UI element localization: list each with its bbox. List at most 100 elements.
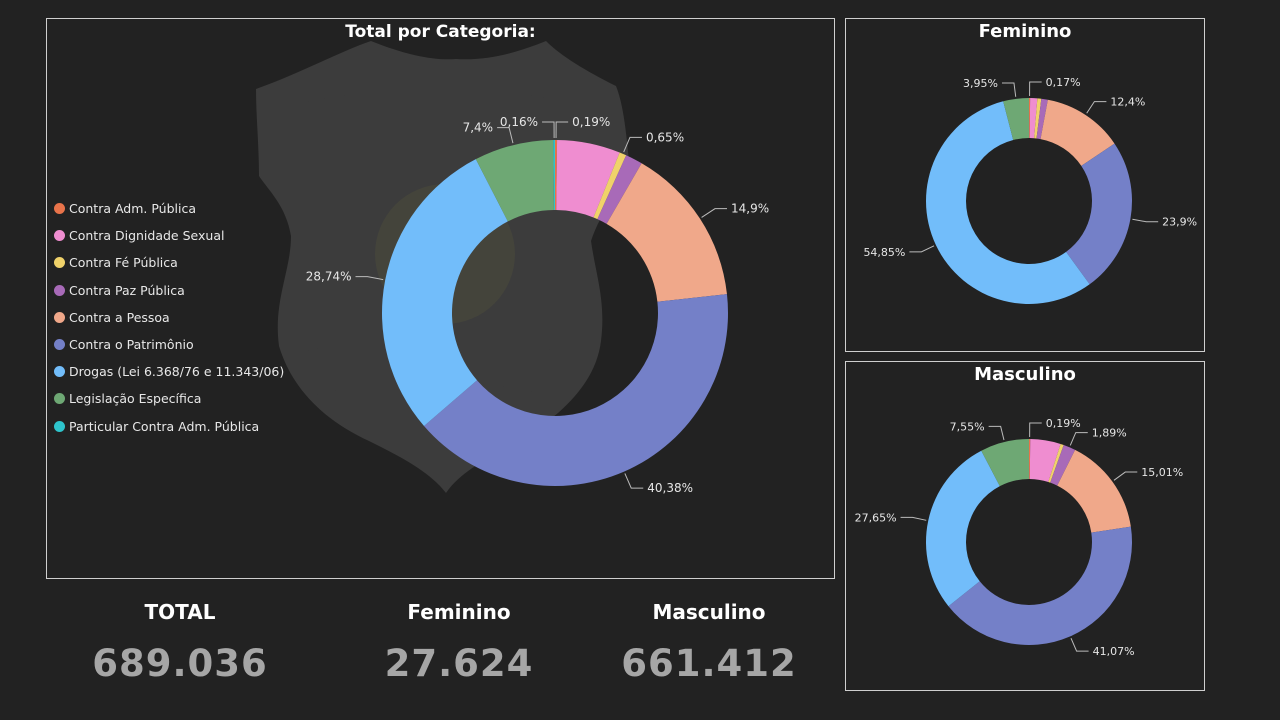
legend-label: Contra a Pessoa (69, 309, 170, 325)
legend-marker (54, 230, 65, 242)
data-label: 41,07% (1093, 645, 1135, 658)
data-label: 12,4% (1110, 96, 1145, 109)
donut-slice[interactable] (1048, 443, 1064, 483)
legend-label: Contra o Patrimônio (69, 337, 194, 353)
legend-item[interactable]: Contra o Patrimônio (54, 331, 284, 358)
data-label: 3,95% (963, 77, 998, 90)
leader-line (900, 516, 927, 521)
data-label: 0,65% (646, 130, 684, 144)
main-chart-title: Total por Categoria: (345, 22, 536, 42)
leader-line (988, 425, 1005, 441)
donut-slice[interactable] (382, 159, 508, 427)
data-label: 1,89% (1092, 427, 1127, 440)
donut-slice[interactable] (1057, 449, 1131, 533)
leader-line (909, 245, 935, 253)
category-legend: Contra Adm. Pública Contra Dignidade Sexu… (54, 195, 284, 440)
leader-line (1113, 471, 1138, 481)
donut-slice[interactable] (1029, 439, 1061, 483)
legend-label: Contra Dignidade Sexual (69, 228, 225, 244)
donut-slice[interactable] (1050, 445, 1076, 486)
donut-slice[interactable] (981, 439, 1029, 487)
donut-slice[interactable] (948, 526, 1132, 645)
data-label: 0,16% (500, 115, 538, 129)
total-donut-chart: 0,19% 0,65% 14,9% 40,38% 28,74% 7,4% 0,16% (306, 115, 769, 495)
kpi-total-value: 689.036 (92, 642, 268, 685)
donut-slice[interactable] (555, 140, 558, 211)
legend-item[interactable]: Legislação Específica (54, 385, 284, 412)
legend-item[interactable]: Contra a Pessoa (54, 304, 284, 331)
donut-slice[interactable] (1066, 143, 1132, 285)
data-label: 0,19% (572, 115, 610, 129)
legend-item[interactable]: Contra Paz Pública (54, 277, 284, 304)
legend-marker (54, 257, 65, 269)
masculino-panel: Masculino 0,19% 1,89% 15,01% 41,07% 27,65% 7,… (845, 361, 1205, 691)
total-by-category-panel: Total por Categoria: Contra Adm. Pública… (46, 18, 835, 579)
masculino-chart-title: Masculino (974, 364, 1076, 385)
feminino-panel: Feminino 0,17% 12,4% 23,9% 54,85% 3,95% (845, 18, 1205, 352)
leader-line (1070, 638, 1089, 652)
legend-label: Contra Fé Pública (69, 255, 178, 271)
legend-marker (54, 203, 65, 215)
donut-slice[interactable] (553, 140, 555, 211)
leader-line (355, 276, 384, 281)
data-label: 54,85% (863, 246, 905, 259)
donut-slice[interactable] (424, 294, 729, 487)
data-label: 0,17% (1046, 76, 1081, 89)
donut-slice[interactable] (926, 450, 1000, 607)
legend-marker (54, 393, 65, 405)
kpi-feminino: Feminino 27.624 (339, 600, 579, 685)
legend-item[interactable]: Contra Dignidade Sexual (54, 222, 284, 249)
legend-label: Legislação Específica (69, 391, 202, 407)
legend-item[interactable]: Contra Fé Pública (54, 249, 284, 276)
leader-line (623, 136, 642, 153)
legend-label: Drogas (Lei 6.368/76 e 11.343/06) (69, 364, 285, 380)
legend-marker (54, 339, 65, 351)
data-label: 23,9% (1162, 216, 1197, 229)
donut-slice[interactable] (597, 155, 642, 224)
data-label: 7,4% (463, 121, 494, 135)
legend-label: Contra Adm. Pública (69, 201, 197, 217)
donut-slice[interactable] (475, 140, 554, 222)
data-label: 28,74% (306, 270, 352, 284)
kpi-masculino-value: 661.412 (621, 642, 797, 685)
leader-line (1086, 101, 1107, 114)
feminino-donut-chart: 0,17% 12,4% 23,9% 54,85% 3,95% (863, 76, 1197, 305)
kpi-total-label: TOTAL (144, 600, 216, 624)
leader-line (701, 208, 727, 218)
donut-slice[interactable] (1003, 98, 1029, 141)
kpi-masculino: Masculino 661.412 (589, 600, 829, 685)
data-label: 15,01% (1141, 466, 1183, 479)
leader-line (555, 121, 569, 139)
leader-line (497, 127, 514, 144)
donut-slice[interactable] (593, 152, 627, 220)
kpi-masculino-label: Masculino (652, 600, 766, 624)
leader-line (1069, 432, 1088, 446)
kpi-feminino-label: Feminino (407, 600, 511, 624)
data-label: 40,38% (647, 481, 693, 495)
kpi-feminino-value: 27.624 (384, 642, 534, 685)
legend-label: Contra Paz Pública (69, 282, 185, 298)
legend-marker (54, 420, 65, 432)
donut-slice[interactable] (926, 101, 1090, 305)
legend-marker (54, 311, 65, 323)
legend-item[interactable]: Drogas (Lei 6.368/76 e 11.343/06) (54, 358, 284, 385)
donut-slice[interactable] (1029, 439, 1031, 480)
donut-slice[interactable] (606, 163, 727, 302)
donut-slice[interactable] (1040, 99, 1115, 166)
leader-line (1029, 81, 1042, 97)
leader-line (1132, 218, 1159, 223)
donut-slice[interactable] (1034, 98, 1042, 139)
leader-line (624, 473, 644, 489)
legend-item[interactable]: Contra Adm. Pública (54, 195, 284, 222)
leader-line (542, 121, 555, 139)
data-label: 0,19% (1046, 417, 1081, 430)
donut-slice[interactable] (1029, 98, 1038, 139)
donut-slice[interactable] (1029, 98, 1031, 139)
donut-slice[interactable] (1036, 98, 1048, 140)
masculino-donut-chart: 0,19% 1,89% 15,01% 41,07% 27,65% 7,55% (855, 417, 1184, 658)
leader-line (1029, 422, 1042, 438)
donut-slice[interactable] (556, 140, 620, 218)
legend-item[interactable]: Particular Contra Adm. Pública (54, 413, 284, 440)
kpi-total: TOTAL 689.036 (60, 600, 300, 685)
data-label: 27,65% (855, 511, 897, 524)
